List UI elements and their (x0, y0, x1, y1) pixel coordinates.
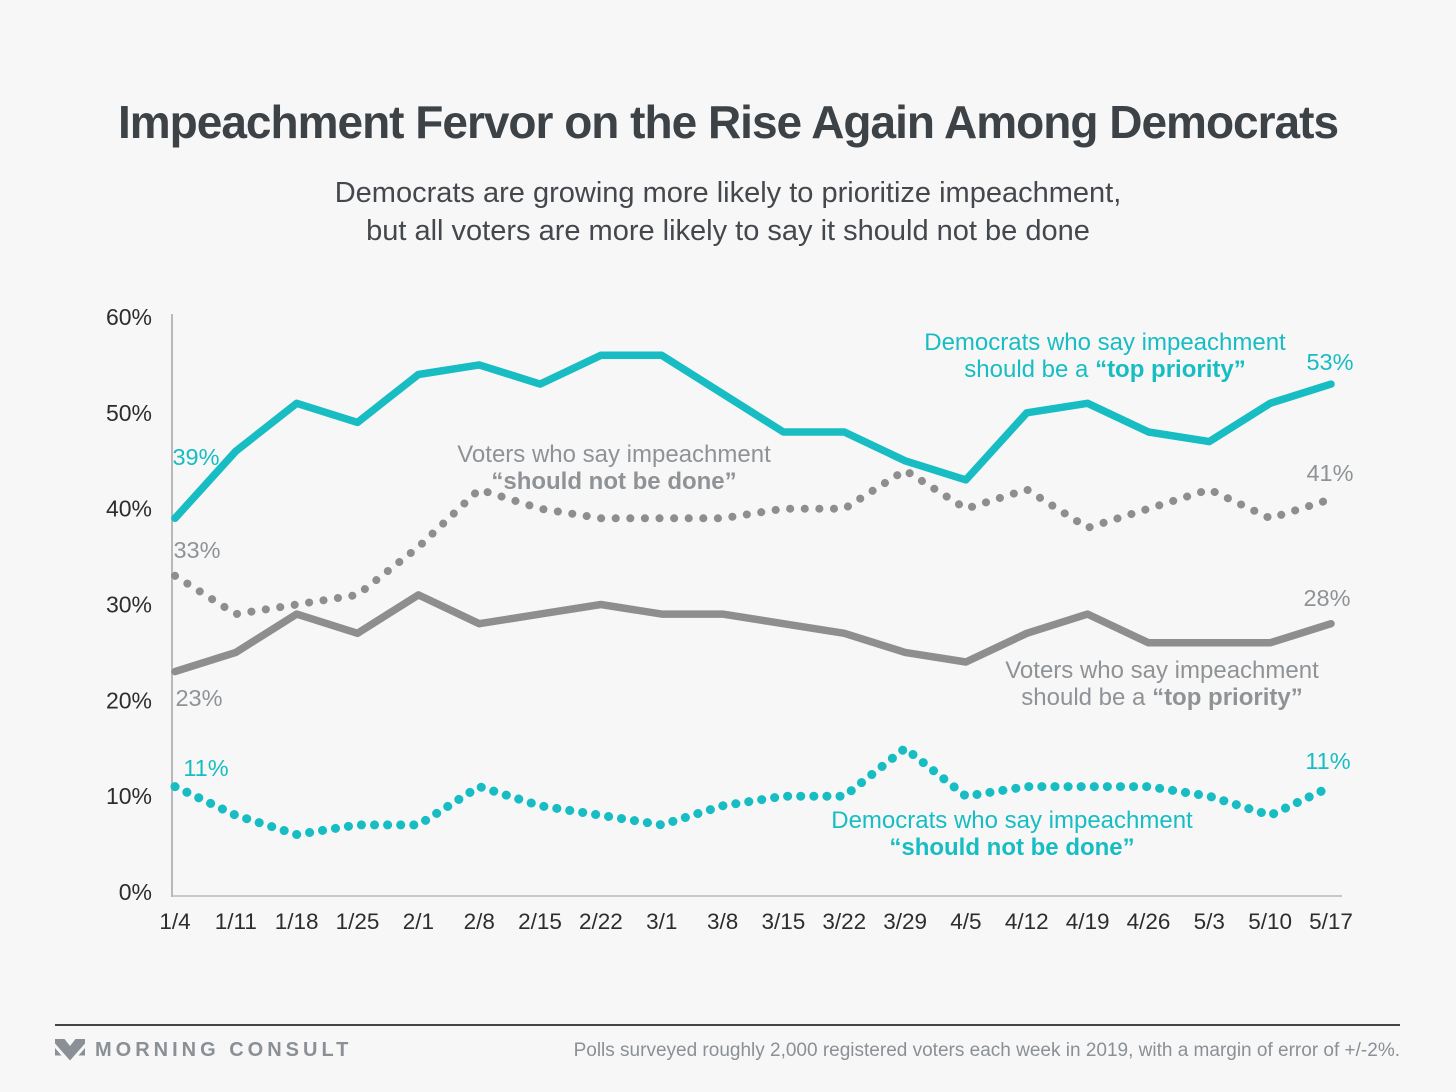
footer: MORNING CONSULT Polls surveyed roughly 2… (55, 1038, 1400, 1062)
point-value-label: 53% (1306, 349, 1353, 375)
y-tick-label: 40% (106, 496, 152, 522)
y-tick-label: 20% (106, 687, 152, 713)
label-democrats-should-not-be-done: Democrats who say impeachment (831, 807, 1193, 834)
chart-title: Impeachment Fervor on the Rise Again Amo… (117, 96, 1339, 148)
x-tick-label: 1/18 (275, 909, 319, 934)
label-voters-top-priority: Voters who say impeachment (1005, 657, 1319, 684)
x-tick-label: 3/29 (883, 909, 927, 934)
x-tick-label: 3/22 (822, 909, 866, 934)
chart-header: Impeachment Fervor on the Rise Again Amo… (0, 0, 1456, 250)
label-democrats-should-not-be-done: “should not be done” (889, 834, 1134, 861)
y-tick-label: 0% (119, 879, 152, 905)
y-tick-label: 50% (106, 400, 152, 426)
x-tick-label: 3/15 (762, 909, 806, 934)
point-value-label: 11% (183, 755, 228, 781)
label-voters-should-not-be-done: “should not be done” (491, 468, 736, 495)
footer-divider (55, 1024, 1400, 1026)
point-value-label: 11% (1305, 748, 1350, 774)
x-tick-label: 5/3 (1194, 909, 1225, 934)
chart-subtitle: Democrats are growing more likely to pri… (0, 174, 1456, 250)
x-tick-label: 2/8 (464, 909, 495, 934)
y-tick-label: 60% (106, 304, 152, 330)
y-tick-label: 10% (106, 783, 152, 809)
x-tick-label: 5/10 (1248, 909, 1292, 934)
x-tick-label: 2/1 (403, 909, 434, 934)
series-line-democrats-should-not-be-done (170, 743, 1336, 839)
series-line-voters-should-not-be-done (171, 466, 1335, 619)
x-tick-label: 1/4 (159, 909, 190, 934)
x-tick-label: 2/15 (518, 909, 562, 934)
x-tick-label: 4/19 (1066, 909, 1110, 934)
label-voters-top-priority: should be a “top priority” (1021, 684, 1302, 711)
chart-subtitle-line2: but all voters are more likely to say it… (366, 215, 1090, 247)
point-value-label: 39% (172, 444, 219, 470)
x-tick-label: 4/12 (1005, 909, 1049, 934)
methodology-note: Polls surveyed roughly 2,000 registered … (573, 1040, 1400, 1061)
x-tick-label: 4/26 (1127, 909, 1171, 934)
brand-logo: MORNING CONSULT (55, 1038, 352, 1062)
point-value-label: 33% (173, 537, 220, 563)
morning-consult-logo-icon (55, 1039, 85, 1061)
series-line-democrats-top-priority (171, 351, 1335, 523)
point-value-label: 28% (1303, 585, 1350, 611)
x-tick-label: 1/25 (336, 909, 380, 934)
x-tick-label: 1/11 (215, 909, 257, 934)
x-tick-label: 4/5 (950, 909, 981, 934)
series-line-voters-top-priority (171, 591, 1335, 676)
label-democrats-top-priority: should be a “top priority” (964, 356, 1245, 383)
x-tick-label: 5/17 (1309, 909, 1353, 934)
point-value-label: 41% (1306, 460, 1353, 486)
label-voters-should-not-be-done: Voters who say impeachment (457, 441, 771, 468)
y-tick-label: 30% (106, 592, 152, 618)
x-tick-label: 3/8 (707, 909, 738, 934)
x-tick-label: 3/1 (646, 909, 677, 934)
point-value-label: 23% (175, 685, 222, 711)
x-tick-label: 2/22 (579, 909, 623, 934)
chart-subtitle-line1: Democrats are growing more likely to pri… (334, 177, 1122, 209)
brand-name: MORNING CONSULT (95, 1038, 353, 1061)
label-democrats-top-priority: Democrats who say impeachment (924, 329, 1286, 356)
